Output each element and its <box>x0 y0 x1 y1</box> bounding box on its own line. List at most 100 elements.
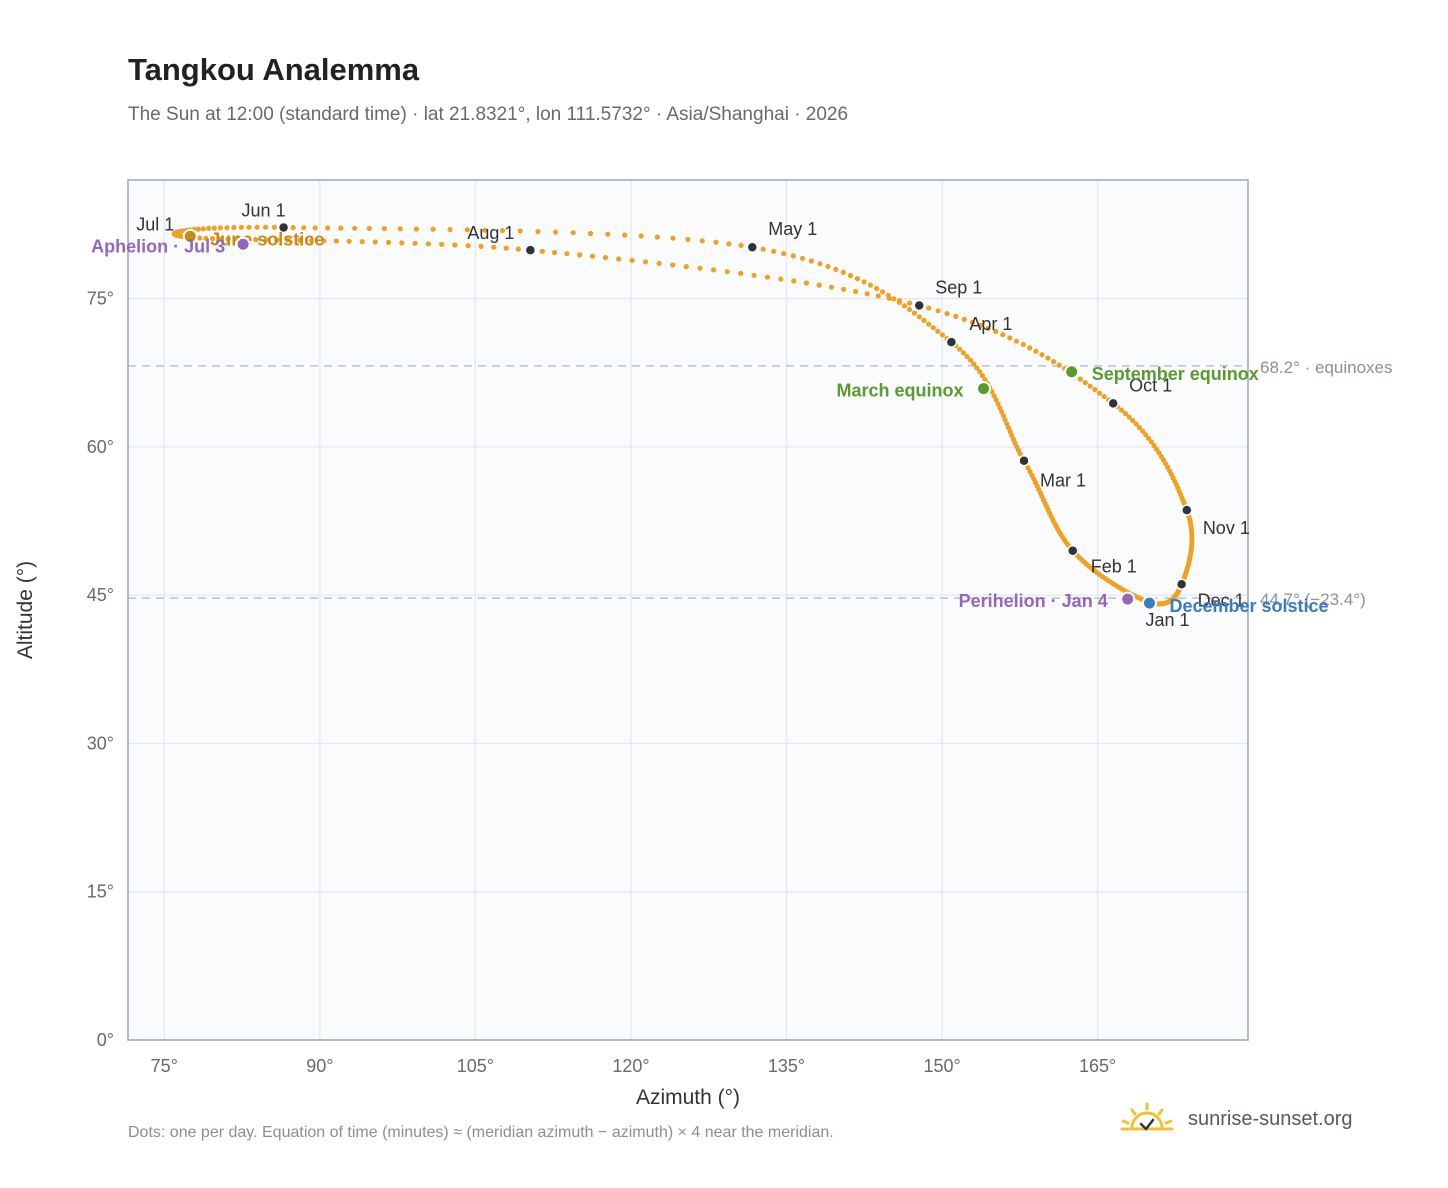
day-dot <box>465 243 471 249</box>
day-dot <box>1092 387 1098 393</box>
x-tick-label: 120° <box>612 1056 649 1076</box>
day-dot <box>1122 410 1128 417</box>
day-dot <box>993 397 999 403</box>
day-dot <box>926 305 932 311</box>
day-dot <box>425 241 431 247</box>
event-label: Perihelion · Jan 4 <box>959 591 1108 611</box>
day-dot <box>564 251 570 257</box>
day-dot <box>209 235 216 242</box>
reference-lines: 68.2° · equinoxes 44.7° (−23.4°) <box>128 358 1393 609</box>
event-label: June solstice <box>210 229 324 249</box>
day-dot <box>817 261 823 267</box>
day-dot <box>346 238 352 244</box>
chart-subtitle: The Sun at 12:00 (standard time) · lat 2… <box>128 104 849 125</box>
day-dot <box>841 286 847 292</box>
day-dot <box>452 242 458 248</box>
day-dot <box>203 235 209 241</box>
day-dot <box>699 238 705 244</box>
x-tick-label: 150° <box>923 1056 960 1076</box>
month-label: Aug 1 <box>467 223 514 243</box>
day-dot <box>897 298 903 304</box>
day-dot <box>781 251 787 257</box>
month-label: Feb 1 <box>1091 557 1137 577</box>
day-dot <box>1096 390 1103 396</box>
day-dot <box>964 353 970 360</box>
day-dot <box>412 240 418 246</box>
day-dot <box>359 239 365 245</box>
day-dot <box>605 231 611 237</box>
day-dot <box>944 311 950 317</box>
month-marker <box>1107 397 1119 410</box>
day-dot <box>309 238 315 244</box>
event-label: March equinox <box>837 381 964 401</box>
day-dot <box>1056 362 1062 368</box>
month-marker <box>945 336 958 348</box>
day-dot <box>217 236 223 242</box>
event-label: September equinox <box>1092 364 1259 384</box>
month-label: Apr 1 <box>969 314 1012 334</box>
day-dot <box>366 225 372 231</box>
day-dot <box>638 233 644 239</box>
event-marker <box>1064 364 1080 380</box>
day-dot <box>935 328 941 334</box>
day-dot <box>1027 345 1033 351</box>
day-dot <box>654 234 660 240</box>
day-dot <box>911 310 918 316</box>
day-dot <box>926 321 932 327</box>
event-marker <box>976 381 992 397</box>
y-tick-label: 75° <box>87 289 114 309</box>
day-dot <box>891 296 897 302</box>
day-dot <box>253 237 259 243</box>
day-dot <box>206 225 212 231</box>
sun-rising-icon <box>1120 1102 1174 1131</box>
day-dot <box>977 322 984 328</box>
day-dot <box>825 263 831 270</box>
day-dot <box>935 308 941 314</box>
grid-lines <box>128 180 1248 1041</box>
day-dot <box>993 328 999 335</box>
day-dot <box>874 285 880 292</box>
day-dot <box>1101 393 1107 400</box>
day-dot <box>262 224 269 230</box>
day-dot <box>1020 341 1026 348</box>
day-dot <box>1133 421 1139 427</box>
month-label: Sep 1 <box>935 278 982 298</box>
event-marker <box>1120 591 1136 607</box>
day-dot <box>1126 414 1132 420</box>
day-dot <box>517 228 523 234</box>
month-marker <box>1175 578 1188 591</box>
day-dot <box>816 282 822 288</box>
event-markers: March equinox September equinox June solst… <box>91 228 1329 616</box>
day-dot <box>301 225 307 231</box>
day-dot <box>195 226 201 232</box>
day-dot <box>969 319 976 325</box>
day-dot <box>1136 425 1143 431</box>
day-dot <box>224 225 230 231</box>
day-dot <box>1002 417 1008 423</box>
day-dot <box>1007 335 1013 341</box>
day-dot <box>352 225 358 231</box>
day-dot <box>886 295 892 301</box>
brand-link[interactable]: sunrise-sunset.org <box>1120 1102 1353 1136</box>
day-dot <box>960 350 967 356</box>
day-dot <box>861 279 867 285</box>
plot-area <box>128 180 1248 1040</box>
day-dot <box>726 241 732 247</box>
month-label: Jun 1 <box>242 200 286 220</box>
day-dot <box>1087 383 1093 389</box>
day-dot <box>1082 380 1088 386</box>
y-tick-label: 60° <box>87 437 114 457</box>
day-dot <box>738 242 744 248</box>
day-dot <box>991 393 997 399</box>
day-dot <box>1000 413 1007 419</box>
month-label: Mar 1 <box>1040 471 1086 491</box>
day-dot <box>602 255 609 261</box>
month-marker <box>1181 504 1193 516</box>
day-dot <box>751 272 757 278</box>
day-dot <box>847 272 854 279</box>
month-label: Dec 1 <box>1198 590 1245 610</box>
x-axis-ticks: 75° 90° 105° 120° 135° 150° 165° <box>151 1056 1117 1076</box>
day-dot <box>551 249 558 256</box>
day-dot <box>957 346 963 352</box>
